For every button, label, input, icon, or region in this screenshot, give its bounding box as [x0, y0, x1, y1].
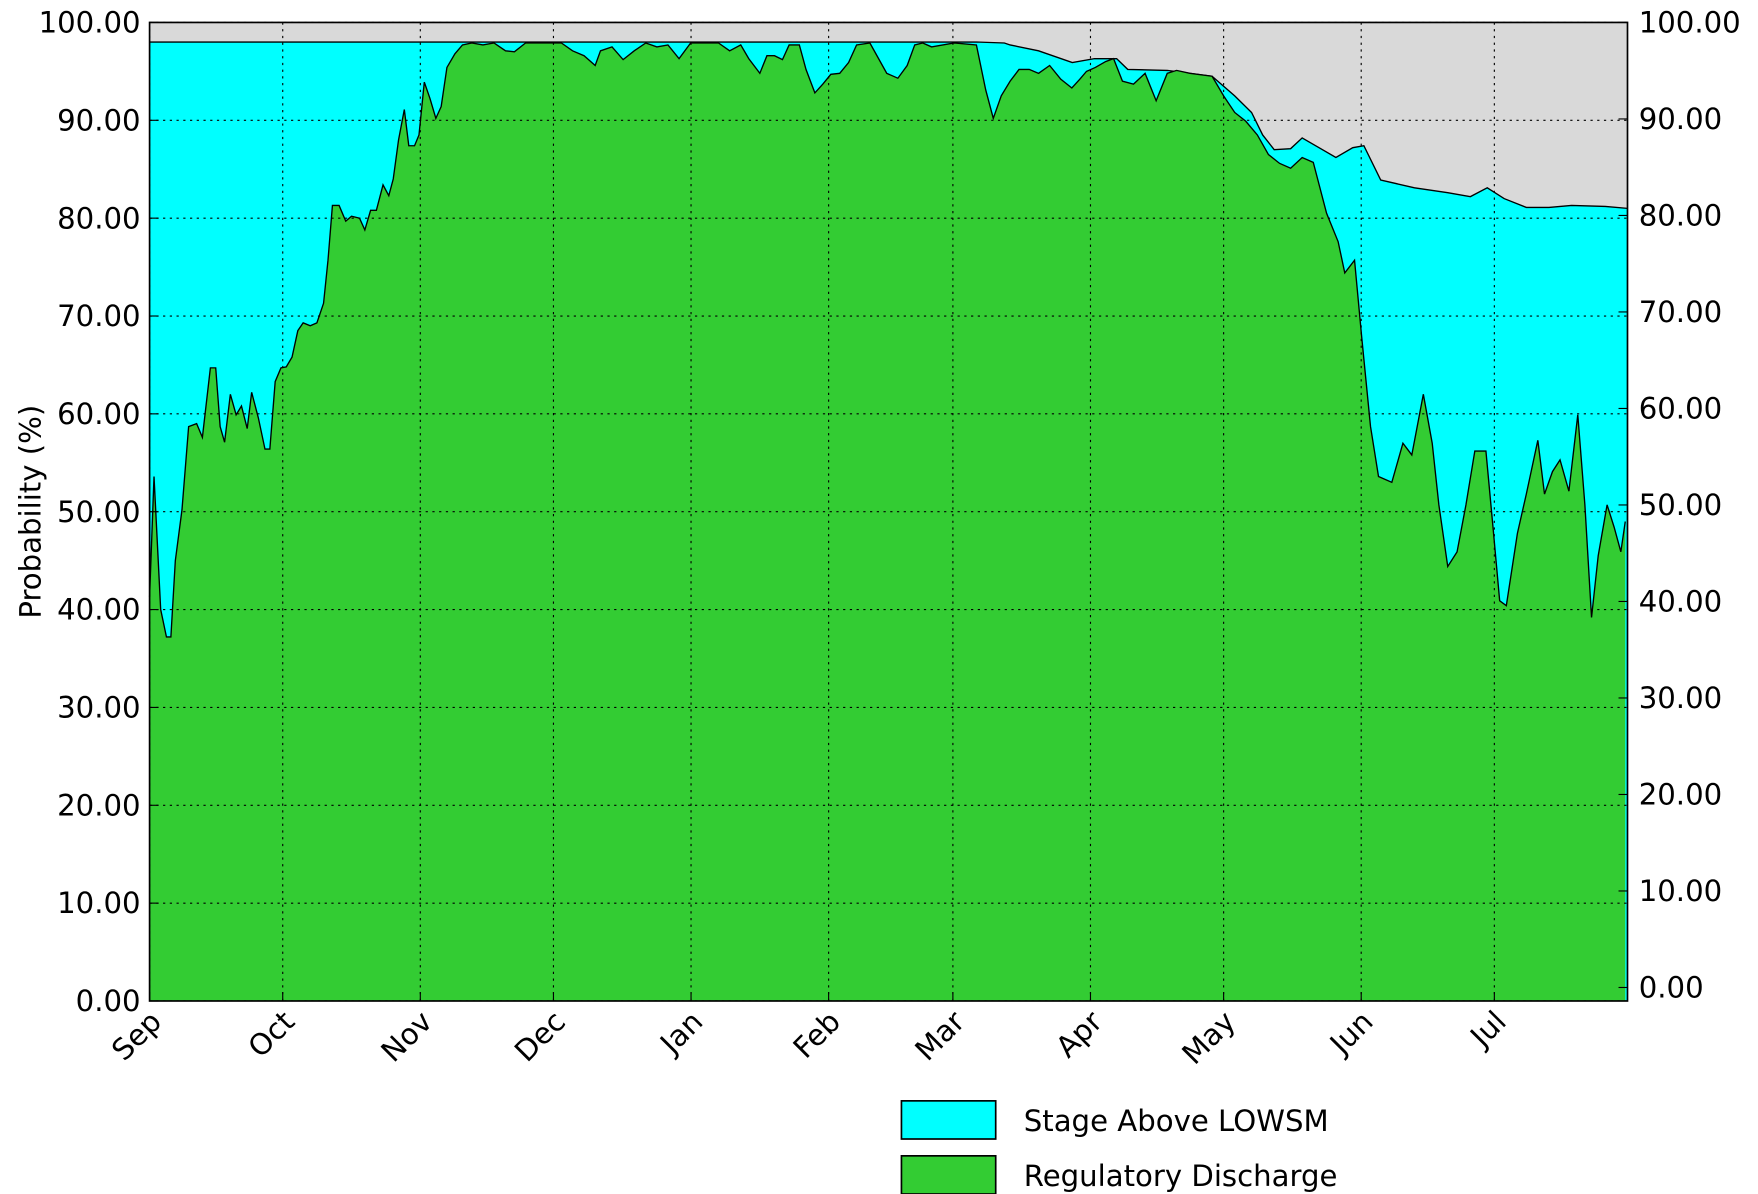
x-tick-label: Apr: [1049, 1004, 1109, 1064]
y2-tick-label: 10.00: [1639, 874, 1722, 908]
y2-tick-label: 0.00: [1639, 971, 1704, 1005]
legend-label: Stage Above LOWSM: [1024, 1104, 1329, 1138]
x-tick-label: Oct: [241, 1004, 301, 1064]
area-outline: [149, 41, 1628, 210]
y2-tick-label: 100.00: [1639, 6, 1741, 40]
y2-tick-label: 30.00: [1639, 681, 1722, 715]
x-tick-label: Mar: [908, 1004, 971, 1067]
x-tick-label: Feb: [786, 1004, 847, 1065]
y-tick-label: 10.00: [57, 886, 140, 920]
area: [149, 42, 1626, 1001]
y2-tick-label: 50.00: [1639, 488, 1722, 522]
y2-tick-label: 80.00: [1639, 199, 1722, 233]
x-tick-label: May: [1175, 1004, 1242, 1071]
y-tick-label: 100.00: [39, 6, 141, 40]
y2-tick-label: 90.00: [1639, 102, 1722, 136]
y2-tick-label: 70.00: [1639, 295, 1722, 329]
y2-tick-label: 60.00: [1639, 392, 1722, 426]
plot-frame: [148, 21, 1629, 1002]
x-tick-label: Nov: [374, 1004, 438, 1068]
y-tick-label: 90.00: [57, 103, 140, 137]
y-tick-label: 60.00: [57, 397, 140, 431]
y-tick-label: 0.00: [76, 984, 141, 1018]
y-tick-label: 70.00: [57, 299, 140, 333]
legend-swatch: [900, 1155, 997, 1194]
y-tick-label: 50.00: [57, 495, 140, 529]
y-tick-label: 80.00: [57, 201, 140, 235]
y-axis-label: Probability (%): [14, 405, 48, 619]
x-tick-label: Jan: [652, 1004, 709, 1061]
y2-tick-label: 20.00: [1639, 778, 1722, 812]
x-tick-label: Jul: [1462, 1004, 1512, 1054]
y-tick-label: 20.00: [57, 788, 140, 822]
y-tick-label: 30.00: [57, 691, 140, 725]
y-tick-label: 40.00: [57, 593, 140, 627]
x-tick-label: Jun: [1322, 1004, 1380, 1062]
y2-tick-label: 40.00: [1639, 585, 1722, 619]
area-outline: [148, 42, 1626, 638]
x-tick-label: Dec: [508, 1004, 572, 1068]
legend-label: Regulatory Discharge: [1024, 1159, 1338, 1193]
legend-swatch: [900, 1100, 997, 1140]
